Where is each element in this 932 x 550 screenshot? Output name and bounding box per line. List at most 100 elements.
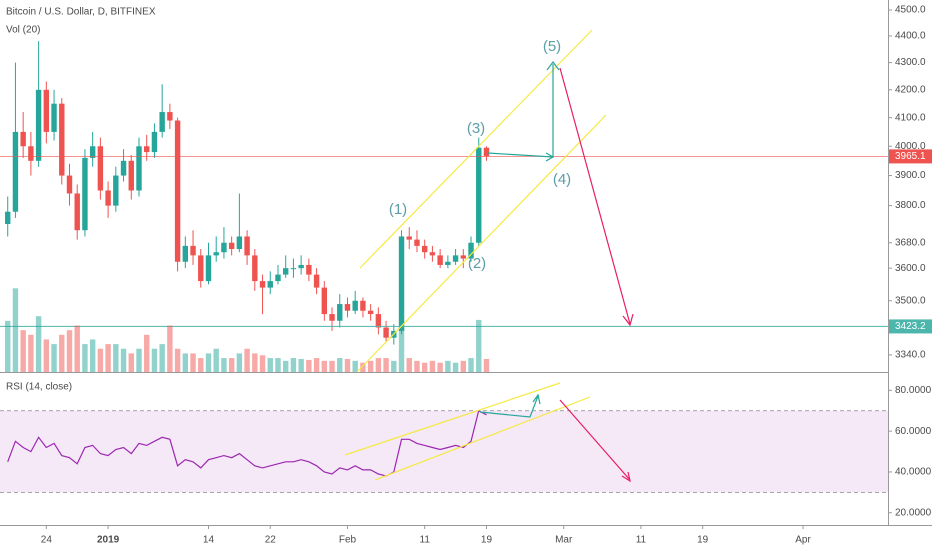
candle-body (159, 112, 165, 132)
rsi-band (0, 410, 888, 493)
candle-body (236, 236, 243, 250)
candle-body (66, 175, 73, 194)
volume-bar (375, 358, 382, 372)
projection-arrow (559, 67, 631, 325)
x-tick-label: 19 (481, 535, 493, 546)
candle-body (43, 89, 50, 132)
volume-bar (89, 339, 96, 372)
candle-body (136, 146, 142, 191)
arrow-head (621, 471, 631, 483)
candle-body (259, 281, 266, 288)
candle-body (421, 245, 428, 253)
volume-bar (445, 360, 451, 372)
candle-body (398, 236, 405, 331)
volume-bar (190, 353, 196, 372)
volume-bar (144, 334, 150, 372)
volume-bar (205, 353, 212, 372)
candle-body (267, 281, 273, 288)
wave-label: (1) (389, 201, 407, 218)
volume-bar (360, 362, 366, 372)
arrow-head (546, 61, 560, 71)
volume-bar (283, 360, 289, 372)
volume-bar (74, 325, 80, 372)
rsi-wave-arrow (479, 395, 539, 418)
candle-body (476, 147, 482, 243)
arrow-head (545, 152, 555, 162)
volume-bar (337, 358, 343, 372)
volume-bar (329, 360, 335, 372)
candle-body (337, 304, 343, 321)
volume-bar (82, 344, 88, 372)
y-tick-label: 4000.0 (895, 141, 926, 152)
y-tick-label: 80.0000 (895, 385, 932, 396)
candle-body (144, 146, 150, 153)
volume-bar (421, 362, 428, 372)
candle-body (275, 274, 281, 282)
candle-body (28, 146, 34, 161)
x-tick-label: 11 (636, 535, 647, 546)
last-price-label: 3965.1 (895, 151, 926, 162)
candle-body (35, 89, 42, 161)
arrow-head (622, 313, 634, 327)
candle-body (167, 112, 173, 121)
candle-body (51, 103, 57, 132)
volume-bar (429, 360, 436, 372)
candle-body (151, 131, 158, 153)
arrow-head (532, 393, 541, 405)
volume-bar (259, 355, 266, 372)
volume-bar (151, 348, 158, 372)
candle-body (329, 314, 335, 321)
volume-bar (290, 358, 297, 372)
rsi-trend-line (344, 382, 561, 456)
volume-bar (468, 358, 474, 372)
candle-body (244, 236, 250, 256)
candle-body (483, 147, 490, 157)
candle-body (59, 103, 65, 176)
volume-bar (59, 334, 65, 372)
x-tick-label: 24 (41, 535, 53, 546)
candle-body (205, 255, 212, 282)
volume-bar (221, 358, 227, 372)
candle-body (198, 255, 204, 282)
candle-body (74, 193, 80, 231)
volume-bar (367, 360, 374, 372)
volume-bar (66, 330, 73, 372)
x-tick-label: Feb (339, 535, 357, 546)
y-tick-label: 3680.0 (895, 237, 926, 248)
volume-bar (198, 358, 204, 372)
y-tick-label: 4200.0 (895, 84, 926, 95)
candle-body (89, 146, 96, 158)
candle-body (313, 274, 320, 288)
candle-body (221, 242, 227, 253)
x-tick-label: 11 (420, 535, 431, 546)
rsi-trend-line (374, 396, 591, 481)
y-tick-label: 3600.0 (895, 263, 926, 274)
last-price-box (889, 149, 932, 164)
candle-body (445, 261, 451, 265)
candle-body (306, 264, 312, 275)
volume-bar (344, 358, 351, 372)
volume-bar (298, 358, 304, 372)
volume-bar (136, 348, 142, 372)
candle-body (128, 160, 134, 191)
y-tick-label: 4300.0 (895, 57, 926, 68)
volume-bar (20, 330, 26, 372)
volume-bar (105, 344, 111, 372)
y-tick-label: 3800.0 (895, 200, 926, 211)
y-tick-label: 4500.0 (895, 5, 926, 16)
wave-label: (2) (468, 255, 486, 272)
chart-title: Bitcoin / U.S. Dollar, D, BITFINEX (6, 7, 156, 18)
volume-bar (244, 348, 250, 372)
volume-bar (252, 353, 258, 372)
volume-bar (414, 360, 420, 372)
volume-bar (5, 320, 11, 372)
wave-label: (4) (553, 171, 571, 188)
volume-bar (352, 360, 358, 372)
volume-bar (306, 359, 312, 372)
level-box (889, 319, 932, 334)
candle-body (460, 255, 467, 259)
candle-body (97, 146, 104, 191)
candle-body (367, 310, 374, 315)
